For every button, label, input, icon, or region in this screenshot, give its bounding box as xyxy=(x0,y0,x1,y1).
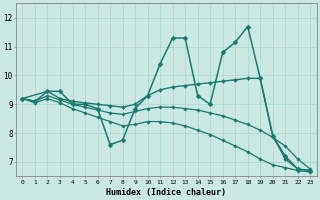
X-axis label: Humidex (Indice chaleur): Humidex (Indice chaleur) xyxy=(106,188,226,197)
